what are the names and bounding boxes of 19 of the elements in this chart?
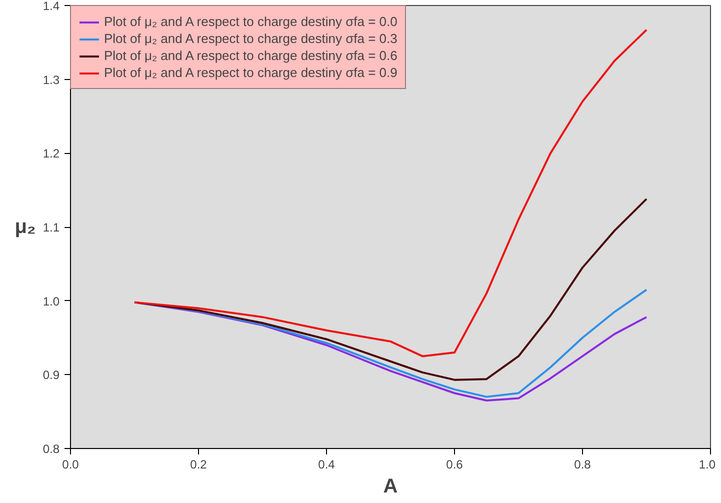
x-tick-label: 0.6 [446, 458, 464, 472]
legend-label: Plot of μ₂ and A respect to charge destiny σfa = 0.6 [104, 48, 398, 63]
y-tick-label: 1.2 [42, 146, 60, 161]
y-tick-label: 1.1 [42, 220, 60, 234]
y-tick-label: 0.9 [42, 368, 60, 382]
y-axis-title: μ₂ [14, 216, 36, 238]
x-tick-label: 0.0 [62, 458, 80, 472]
legend-label: Plot of μ₂ and A respect to charge destiny σfa = 0.3 [104, 31, 398, 46]
y-tick-label: 0.8 [42, 442, 60, 456]
legend-label: Plot of μ₂ and A respect to charge destiny σfa = 0.9 [104, 65, 398, 80]
y-tick-label: 1.0 [42, 294, 60, 308]
y-tick-label: 1.4 [42, 0, 60, 13]
x-axis-title: A [383, 476, 398, 498]
x-tick-label: 1.0 [698, 458, 716, 472]
x-tick-label: 0.8 [574, 458, 592, 472]
legend-label: Plot of μ₂ and A respect to charge destiny σfa = 0.0 [104, 14, 398, 29]
x-tick-label: 0.4 [318, 458, 336, 472]
x-tick-label: 0.2 [190, 458, 208, 472]
y-tick-label: 1.3 [42, 72, 60, 87]
